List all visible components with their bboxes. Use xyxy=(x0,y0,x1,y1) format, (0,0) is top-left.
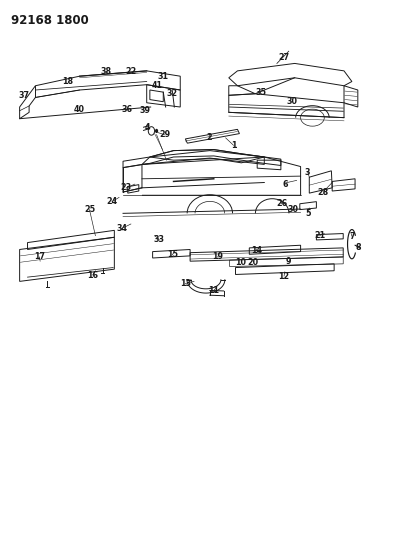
Text: 9: 9 xyxy=(286,257,291,265)
Text: 32: 32 xyxy=(167,88,178,98)
Text: 4: 4 xyxy=(145,123,150,132)
Text: 36: 36 xyxy=(122,104,133,114)
Text: 7: 7 xyxy=(349,232,355,241)
Text: 14: 14 xyxy=(251,246,262,255)
Text: 38: 38 xyxy=(101,68,112,76)
Text: 18: 18 xyxy=(62,77,73,86)
Text: 26: 26 xyxy=(276,199,287,208)
Text: 17: 17 xyxy=(34,253,45,261)
Text: 34: 34 xyxy=(117,224,128,233)
Text: 11: 11 xyxy=(208,286,219,295)
Text: 21: 21 xyxy=(314,231,325,240)
Text: 3: 3 xyxy=(305,168,310,177)
Text: 92168 1800: 92168 1800 xyxy=(11,14,88,27)
Text: 37: 37 xyxy=(19,91,30,100)
Text: 1: 1 xyxy=(231,141,236,150)
Text: 19: 19 xyxy=(212,253,223,261)
Text: 29: 29 xyxy=(159,130,170,139)
Text: 10: 10 xyxy=(235,258,246,266)
Circle shape xyxy=(155,129,158,133)
Text: 27: 27 xyxy=(278,53,289,62)
Text: 41: 41 xyxy=(152,81,163,90)
Text: 25: 25 xyxy=(84,205,95,214)
Text: 6: 6 xyxy=(282,180,287,189)
Text: 31: 31 xyxy=(158,71,169,80)
Text: 8: 8 xyxy=(355,243,361,252)
Text: 30: 30 xyxy=(286,96,297,106)
Text: 28: 28 xyxy=(318,188,329,197)
Text: 24: 24 xyxy=(107,197,118,206)
Text: 13: 13 xyxy=(180,279,191,288)
Text: 30: 30 xyxy=(288,205,299,214)
Text: 40: 40 xyxy=(74,104,85,114)
Text: 12: 12 xyxy=(278,272,289,280)
Text: 33: 33 xyxy=(154,235,165,244)
Text: 22: 22 xyxy=(125,68,137,76)
Text: 39: 39 xyxy=(139,106,150,115)
Text: 5: 5 xyxy=(305,209,310,218)
Text: 23: 23 xyxy=(121,183,132,192)
Text: 35: 35 xyxy=(256,87,267,96)
Text: 2: 2 xyxy=(206,133,212,142)
Text: 15: 15 xyxy=(167,251,178,260)
Text: 16: 16 xyxy=(87,271,98,279)
Text: 20: 20 xyxy=(248,258,259,266)
